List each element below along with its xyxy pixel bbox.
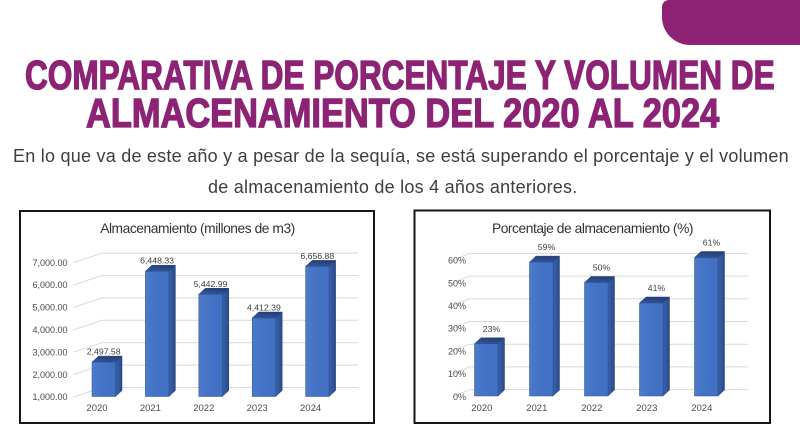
svg-text:20%: 20% — [448, 346, 466, 356]
svg-text:2020: 2020 — [86, 403, 107, 414]
svg-text:Almacenamiento (millones de m3: Almacenamiento (millones de m3) — [100, 221, 295, 236]
svg-text:50%: 50% — [593, 263, 611, 273]
svg-text:10%: 10% — [448, 369, 466, 379]
svg-text:23%: 23% — [483, 324, 501, 334]
svg-text:1,000.00: 1,000.00 — [32, 392, 67, 402]
svg-text:0%: 0% — [453, 392, 466, 402]
svg-text:40%: 40% — [448, 301, 466, 311]
svg-text:3,000.00: 3,000.00 — [32, 347, 67, 357]
svg-text:2,497.58: 2,497.58 — [87, 347, 121, 357]
svg-text:41%: 41% — [648, 283, 666, 293]
svg-text:60%: 60% — [448, 256, 466, 266]
svg-text:4,000.00: 4,000.00 — [32, 325, 67, 335]
svg-text:6,656.88: 6,656.88 — [300, 251, 334, 261]
svg-text:50%: 50% — [448, 278, 466, 288]
svg-text:5,442.99: 5,442.99 — [194, 279, 228, 289]
svg-text:2,000.00: 2,000.00 — [32, 370, 67, 380]
svg-text:61%: 61% — [703, 238, 721, 248]
svg-text:2024: 2024 — [300, 403, 321, 414]
svg-text:5,000.00: 5,000.00 — [32, 303, 67, 313]
svg-text:2024: 2024 — [691, 403, 712, 414]
svg-text:6,448.33: 6,448.33 — [140, 256, 174, 266]
svg-text:59%: 59% — [538, 242, 556, 252]
svg-text:2022: 2022 — [193, 403, 214, 414]
svg-text:2021: 2021 — [140, 403, 161, 414]
svg-text:7,000.00: 7,000.00 — [32, 258, 67, 268]
svg-text:30%: 30% — [448, 324, 466, 334]
svg-text:2023: 2023 — [636, 403, 657, 414]
svg-text:Porcentaje de almacenamiento (: Porcentaje de almacenamiento (%) — [492, 221, 693, 236]
svg-text:2021: 2021 — [526, 403, 547, 414]
svg-text:2022: 2022 — [581, 403, 602, 414]
svg-text:2020: 2020 — [471, 403, 492, 414]
svg-text:6,000.00: 6,000.00 — [32, 280, 67, 290]
svg-text:4,412.39: 4,412.39 — [247, 303, 281, 313]
svg-text:2023: 2023 — [247, 403, 268, 414]
